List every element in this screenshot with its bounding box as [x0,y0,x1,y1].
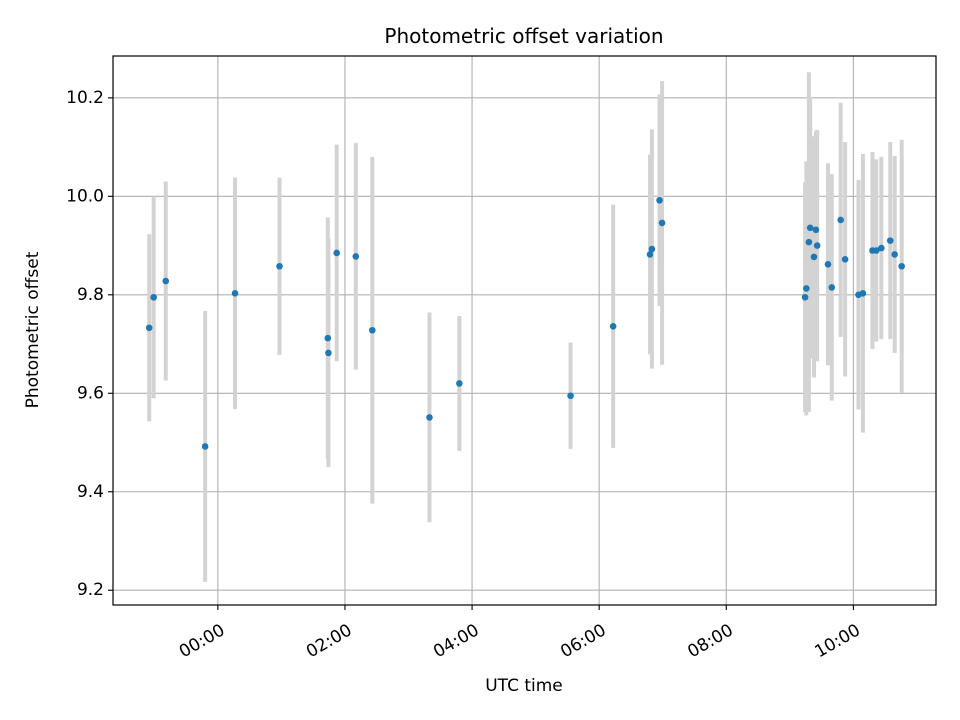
data-point [656,196,663,204]
data-point [824,260,832,268]
data-point [801,293,809,301]
x-axis-label: UTC time [485,676,563,696]
data-point [813,242,821,249]
data-point [276,262,283,270]
data-point [145,324,153,332]
data-point [648,245,656,253]
data-point [859,290,867,297]
data-point [426,414,433,421]
grid [113,56,936,605]
data-point [891,251,898,258]
y-tick-label: 10.0 [66,186,104,206]
chart-title: Photometric offset variation [384,24,663,48]
y-tick-label: 9.2 [77,580,104,600]
data-point [231,290,239,297]
data-point [658,219,666,227]
y-axis-label: Photometric offset [23,251,43,408]
data-point [333,249,341,257]
data-point [886,237,894,244]
data-point [898,262,905,270]
data-point [201,443,209,450]
data-point [609,323,617,330]
data-point [352,253,360,260]
data-point [872,247,880,254]
y-axis-ticks: 9.2 9.4 9.6 9.8 10.0 10.2 [66,88,113,600]
y-tick-label: 10.2 [66,88,104,108]
data-point [646,251,654,258]
data-point [803,285,810,292]
plot-area-frame [112,55,937,606]
data-point [828,284,836,291]
data-point [368,326,376,334]
data-point [841,256,849,263]
data-point [812,226,820,234]
data-point [162,277,170,285]
data-point [805,238,813,246]
data-point [810,253,818,261]
data-point [325,349,332,357]
data-point [806,224,814,232]
data-point [567,392,574,400]
y-tick-label: 9.4 [77,482,104,502]
y-tick-label: 9.6 [77,383,104,403]
data-point [150,293,157,301]
y-tick-label: 9.8 [77,285,104,305]
data-point [878,244,885,252]
data-point [456,380,463,387]
data-point [837,216,844,224]
data-point [324,334,332,342]
data-points [145,196,905,450]
